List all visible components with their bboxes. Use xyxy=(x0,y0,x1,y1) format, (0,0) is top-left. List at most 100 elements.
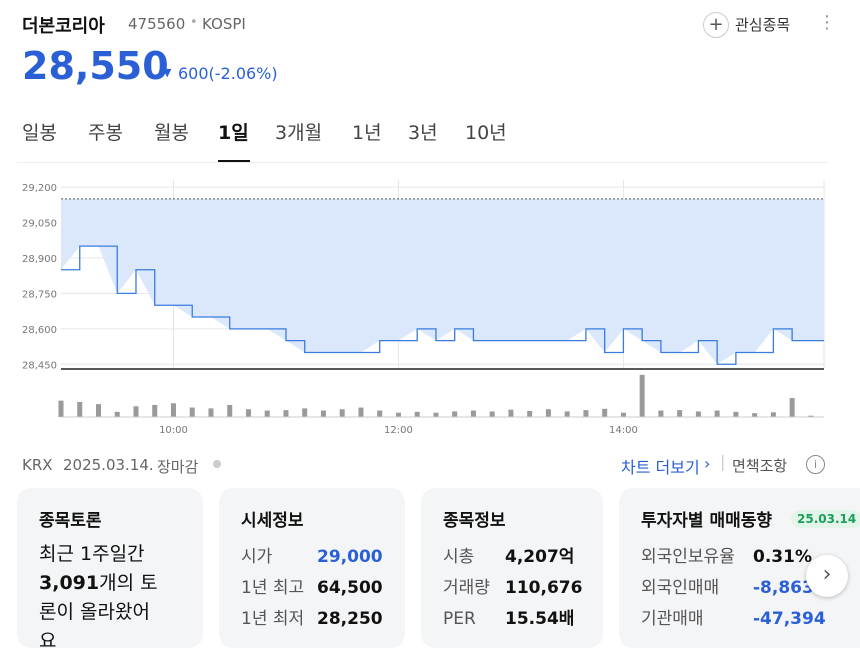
row-label: 외국인매매 xyxy=(641,578,720,598)
volume-bar xyxy=(452,411,458,417)
stock-code: 475560 xyxy=(128,15,186,33)
volume-bar xyxy=(583,410,589,417)
info-row: 시총 4,207억 xyxy=(443,542,574,567)
row-label: 시총 xyxy=(443,547,475,567)
row-value: 110,676 xyxy=(505,578,583,598)
card-title: 시세정보 xyxy=(241,511,304,531)
exchange: KRX xyxy=(22,456,53,474)
price-area xyxy=(61,198,824,365)
volume-bar xyxy=(545,409,551,417)
card-title: 투자자별 매매동향 xyxy=(641,511,773,531)
info-row: 기관매매 -47,394 xyxy=(641,604,826,629)
stock-name: 더본코리아 xyxy=(22,16,105,37)
tab[interactable]: 주봉 xyxy=(88,122,123,144)
card-title: 종목정보 xyxy=(443,511,506,531)
info-row: PER 15.54배 xyxy=(443,604,574,629)
market: KOSPI xyxy=(202,15,246,33)
x-tick-label: 14:00 xyxy=(609,425,638,436)
info-row: 1년 최고 64,500 xyxy=(241,573,383,598)
card[interactable]: 종목토론 최근 1주일간 3,091개의 토론이 올라왔어요 xyxy=(17,488,203,652)
volume-bar xyxy=(339,409,345,417)
volume-bar xyxy=(602,408,608,417)
watch-icon[interactable]: + xyxy=(703,12,729,38)
price: 28,550 xyxy=(22,44,169,88)
volume-bar xyxy=(789,398,795,417)
date-badge: 25.03.14 xyxy=(791,510,860,528)
volume-bar xyxy=(639,374,645,417)
volume-bar xyxy=(170,403,176,417)
volume-bar xyxy=(77,401,83,417)
volume-bar xyxy=(133,406,139,417)
volume-bar xyxy=(58,400,64,417)
info-row: 시가 29,000 xyxy=(241,542,383,567)
text: 개의 토론이 올라왔어요 xyxy=(39,572,158,652)
next-button[interactable]: › xyxy=(806,555,848,597)
volume-bar xyxy=(320,410,326,417)
volume-bar xyxy=(733,411,739,417)
price-line xyxy=(61,245,824,365)
tab[interactable]: 월봉 xyxy=(154,122,189,144)
row-label: 시가 xyxy=(241,547,273,567)
date: 2025.03.14. xyxy=(63,456,154,474)
info-row: 거래량 110,676 xyxy=(443,573,582,598)
divider xyxy=(17,162,828,163)
y-tick-label: 28,450 xyxy=(22,360,57,371)
chevron: › xyxy=(704,454,711,473)
row-label: 1년 최저 xyxy=(241,609,305,629)
volume-bar xyxy=(283,410,289,417)
row-value: 0.31% xyxy=(753,547,812,567)
volume-bar xyxy=(208,408,214,417)
disclaimer[interactable]: 면책조항 xyxy=(732,457,788,475)
separator: • xyxy=(190,15,198,30)
y-tick-label: 29,200 xyxy=(22,183,57,194)
x-tick-label: 12:00 xyxy=(384,425,413,436)
watch-button[interactable]: 관심종목 xyxy=(735,16,791,34)
volume-bar xyxy=(527,410,533,417)
volume-bar xyxy=(564,411,570,417)
info-row: 외국인매매 -8,863 xyxy=(641,573,814,598)
tab[interactable]: 3년 xyxy=(408,122,438,144)
volume-bar xyxy=(620,412,626,417)
volume-bar xyxy=(470,410,476,417)
more-menu[interactable]: ⋮ xyxy=(818,12,836,33)
tab[interactable]: 1년 xyxy=(352,122,382,144)
tab-underline xyxy=(218,160,250,162)
row-label: 거래량 xyxy=(443,578,490,598)
volume-bar xyxy=(245,409,251,417)
row-label: 기관매매 xyxy=(641,609,704,629)
price-change: 600(-2.06%) xyxy=(178,64,278,83)
tab[interactable]: 1일 xyxy=(218,122,249,144)
volume-bar xyxy=(227,404,233,417)
tab[interactable]: 10년 xyxy=(465,122,507,144)
volume-bar xyxy=(677,410,683,417)
volume-bar xyxy=(433,412,439,417)
volume-bar xyxy=(377,410,383,417)
row-value: 28,250 xyxy=(317,609,383,629)
row-label: 외국인보유율 xyxy=(641,547,735,567)
tab[interactable]: 일봉 xyxy=(22,122,57,144)
text: 최근 1주일간 xyxy=(39,543,145,565)
row-value: 4,207억 xyxy=(505,547,575,567)
volume-bar xyxy=(752,413,758,417)
volume-bar xyxy=(395,412,401,417)
count: 3,091 xyxy=(39,572,100,594)
info-row: 외국인보유율 0.31% xyxy=(641,542,812,567)
volume-bar xyxy=(189,407,195,417)
row-label: PER xyxy=(443,609,476,629)
x-tick-label: 10:00 xyxy=(159,425,188,436)
tab[interactable]: 3개월 xyxy=(275,122,323,144)
volume-bar xyxy=(264,410,270,417)
discussion-text: 최근 1주일간 3,091개의 토론이 올라왔어요 xyxy=(39,540,167,656)
volume-bar xyxy=(95,404,101,417)
status-dot xyxy=(213,460,221,468)
volume-bar xyxy=(808,415,814,417)
volume-bar xyxy=(508,409,514,417)
volume-bar xyxy=(714,410,720,417)
chart-more-link[interactable]: 차트 더보기 xyxy=(621,458,700,477)
market-status: 장마감 xyxy=(157,458,199,476)
volume-bar xyxy=(152,404,158,417)
row-label: 1년 최고 xyxy=(241,578,305,598)
y-tick-label: 28,750 xyxy=(22,289,57,300)
